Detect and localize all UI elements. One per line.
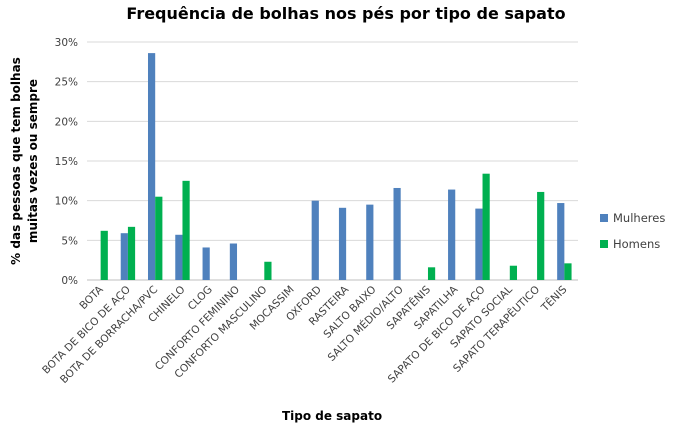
bar-mulheres-10 bbox=[366, 204, 374, 280]
bar-mulheres-4 bbox=[202, 247, 210, 280]
y-tick-label: 25% bbox=[55, 77, 78, 89]
bar-homens-2 bbox=[155, 196, 163, 280]
chart-title: Frequência de bolhas nos pés por tipo de… bbox=[126, 4, 565, 23]
bar-homens-14 bbox=[482, 173, 490, 280]
legend-swatch-mulheres bbox=[600, 214, 608, 222]
legend-swatch-homens bbox=[600, 240, 608, 248]
bar-homens-1 bbox=[127, 226, 136, 280]
bar-mulheres-1 bbox=[120, 233, 128, 280]
gridlines bbox=[87, 41, 578, 281]
y-axis-title-line: muitas vezes ou sempre bbox=[26, 79, 40, 243]
bar-mulheres-5 bbox=[229, 243, 238, 280]
y-tick-label: 5% bbox=[61, 235, 78, 247]
bar-mulheres-13 bbox=[448, 189, 456, 280]
bar-mulheres-3 bbox=[175, 234, 183, 280]
y-tick-label: 30% bbox=[55, 37, 78, 49]
bar-homens-12 bbox=[427, 267, 436, 280]
y-axis-title: % das pessoas que tem bolhas muitas vezes… bbox=[9, 57, 40, 265]
legend: Mulheres Homens bbox=[600, 211, 665, 251]
y-tick-label: 10% bbox=[55, 196, 78, 208]
bar-mulheres-11 bbox=[393, 187, 401, 280]
bar-mulheres-14 bbox=[475, 208, 483, 280]
x-tick-label: TÊNIS bbox=[538, 283, 570, 315]
legend-label-mulheres: Mulheres bbox=[613, 211, 665, 225]
bar-mulheres-2 bbox=[147, 53, 156, 281]
y-axis-ticks: 0% 5% 10% 15% 20% 25% 30% bbox=[55, 37, 78, 287]
bar-homens-17 bbox=[564, 263, 572, 280]
y-tick-label: 15% bbox=[55, 156, 78, 168]
bar-homens-16 bbox=[537, 191, 545, 280]
bar-mulheres-9 bbox=[338, 207, 347, 280]
y-tick-label: 20% bbox=[55, 116, 78, 128]
x-axis-title: Tipo de sapato bbox=[282, 409, 382, 423]
bar-mulheres-17 bbox=[557, 203, 565, 280]
bar-homens-0 bbox=[100, 230, 108, 280]
bar-homens-15 bbox=[509, 265, 518, 280]
bars bbox=[100, 53, 572, 281]
y-axis-title-line: % das pessoas que tem bolhas bbox=[9, 57, 23, 265]
bar-homens-3 bbox=[182, 180, 190, 280]
y-tick-label: 0% bbox=[61, 275, 78, 287]
legend-label-homens: Homens bbox=[613, 237, 660, 251]
bar-homens-6 bbox=[264, 261, 272, 280]
bar-mulheres-8 bbox=[311, 200, 319, 280]
